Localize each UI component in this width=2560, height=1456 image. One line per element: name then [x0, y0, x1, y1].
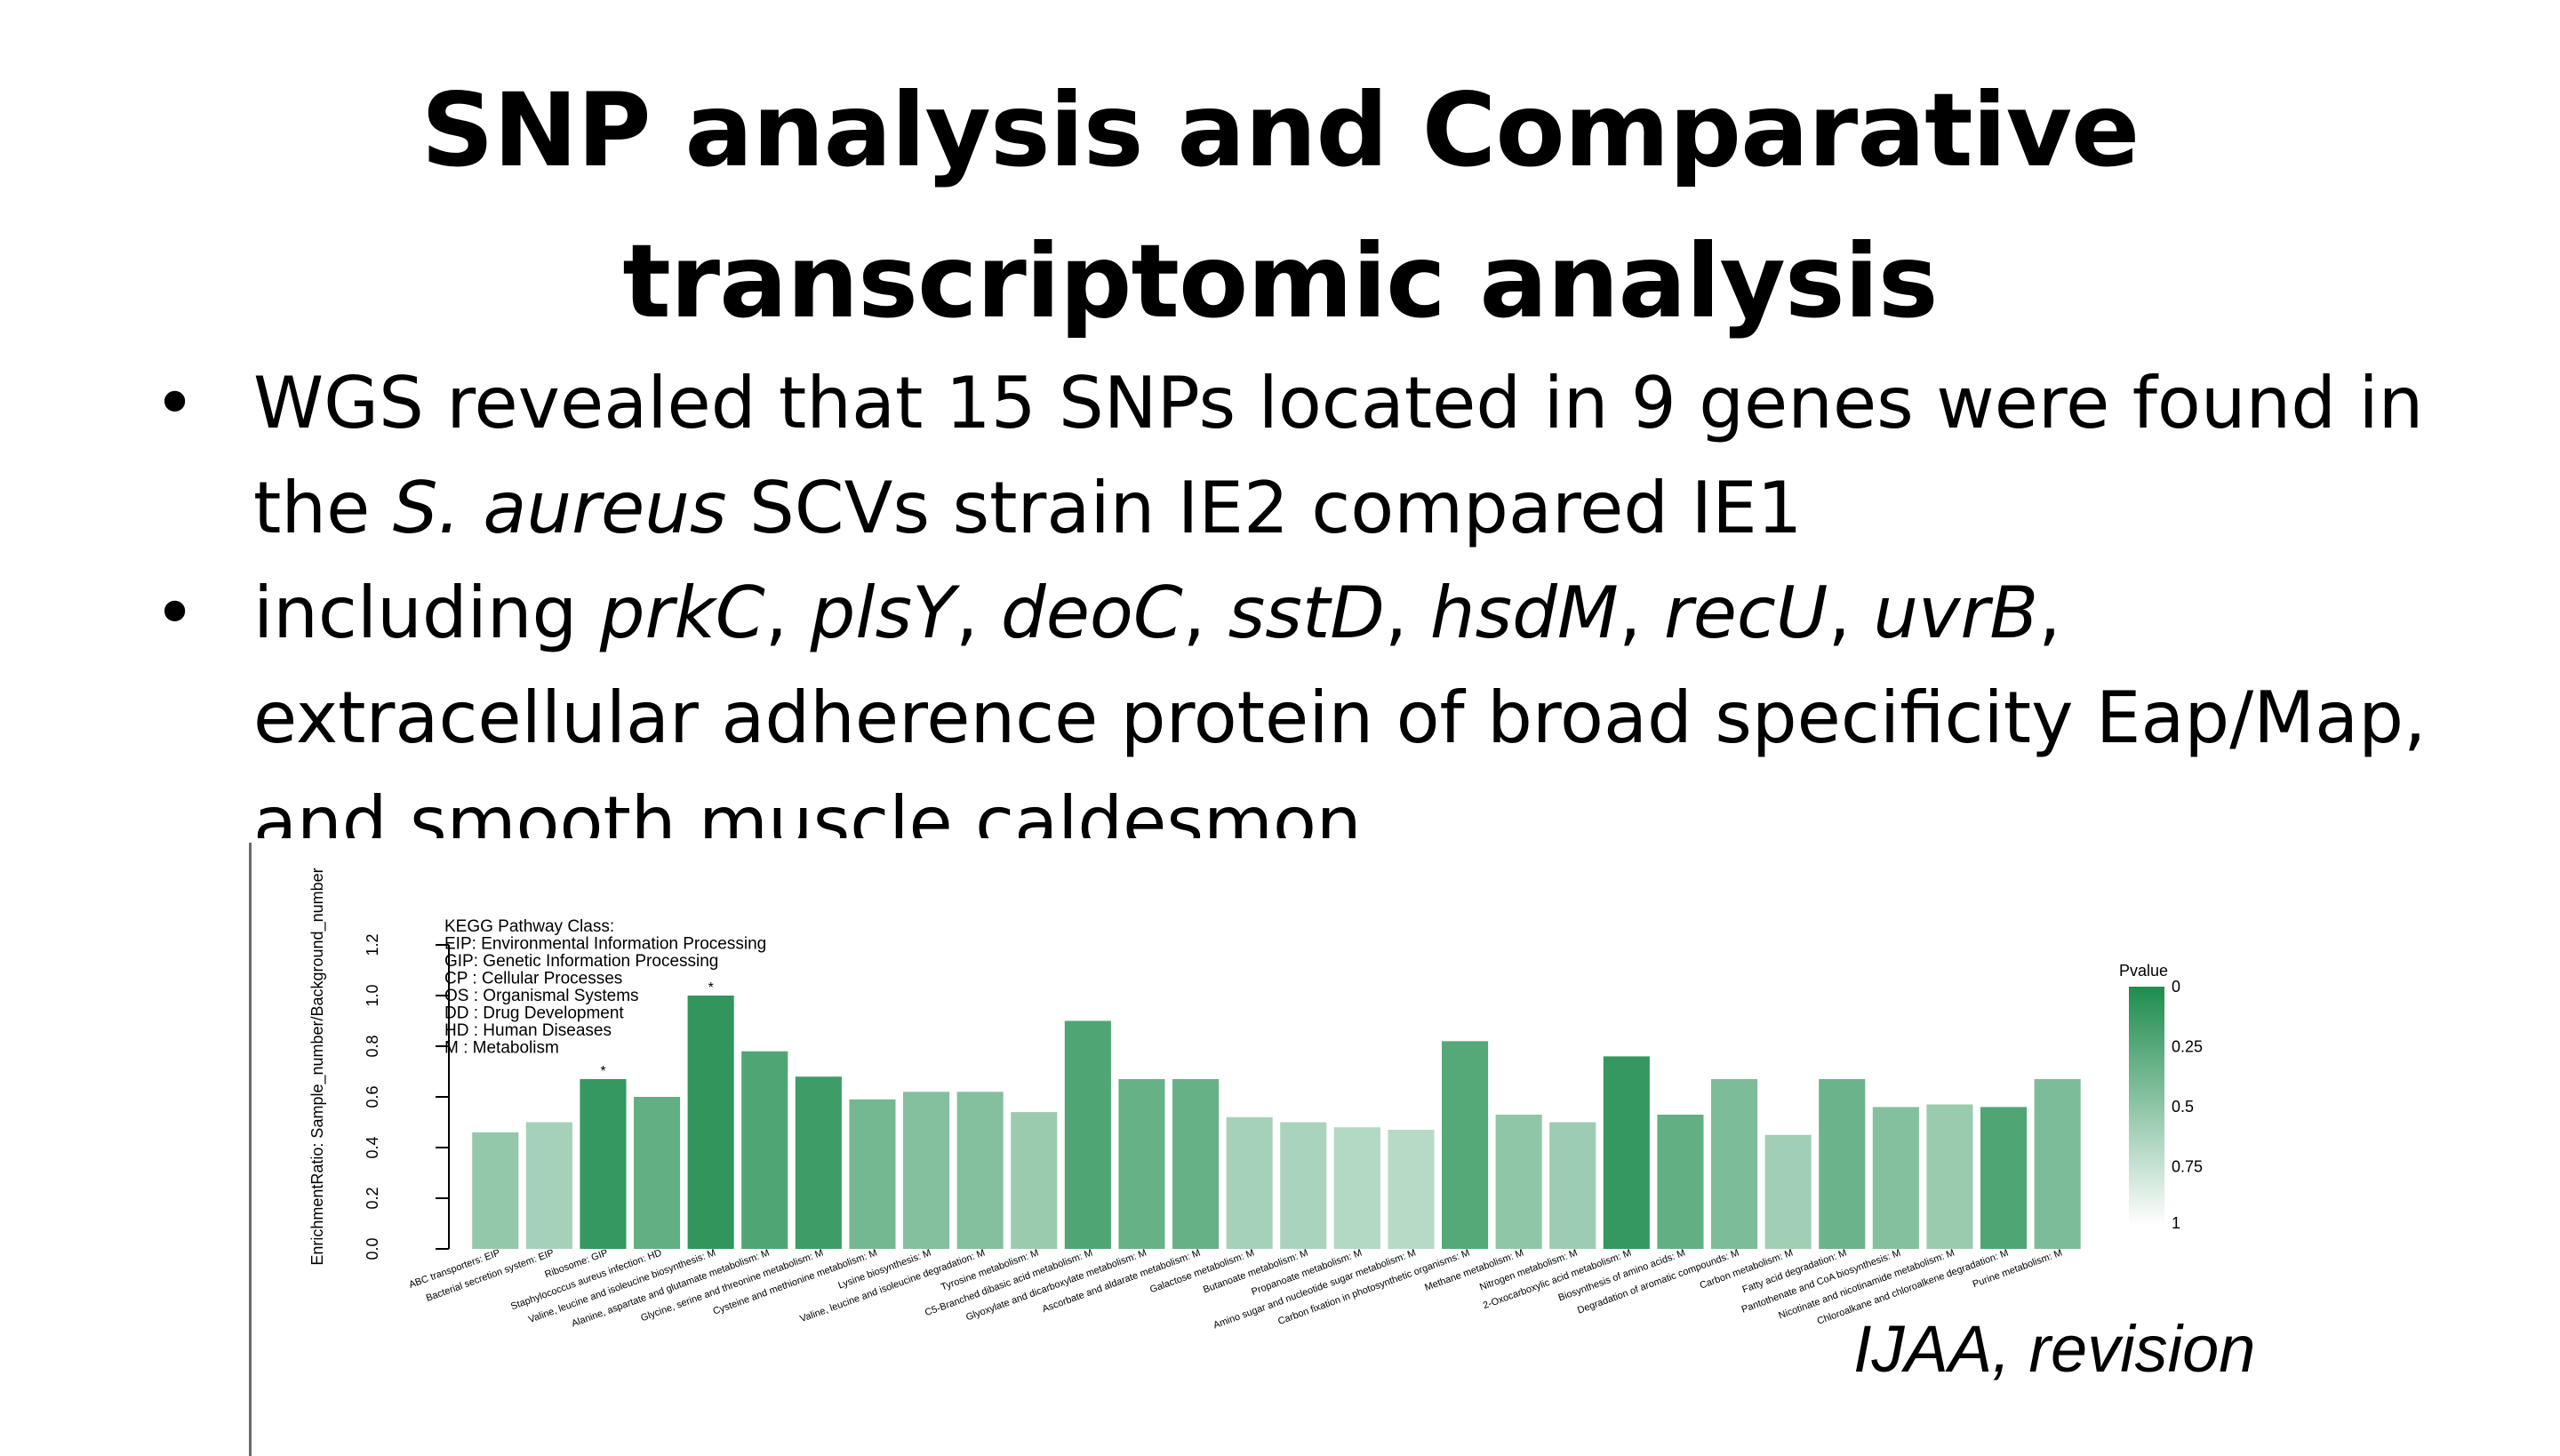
legend-line: KEGG Pathway Class:: [444, 917, 614, 936]
bar: [1711, 1079, 1758, 1249]
legend-line: GIP: Genetic Information Processing: [444, 952, 718, 971]
y-axis-title: EnrichmentRatio: Sample_number/Backgroun…: [308, 868, 327, 1265]
colorbar-label: 0.75: [2172, 1158, 2203, 1176]
figure-left-border: [249, 843, 252, 1456]
bar: [1872, 1107, 1919, 1249]
bar: [1657, 1115, 1704, 1249]
bullet-1-line-2-post: SCVs strain IE2 compared IE1: [726, 467, 1803, 549]
y-tick-label: 0.0: [364, 1237, 381, 1260]
legend-line: CP : Cellular Processes: [444, 970, 622, 988]
bar: [1064, 1020, 1111, 1249]
gene-name: plsY: [810, 572, 956, 654]
significance-marker: *: [600, 1064, 605, 1079]
legend-line: DD : Drug Development: [444, 1004, 624, 1023]
bar: [1495, 1115, 1542, 1249]
y-tick-label: 0.8: [364, 1035, 381, 1057]
bullet-list: • WGS revealed that 15 SNPs located in 9…: [147, 351, 2458, 838]
bullet-2-line-1: including prkC, plsY, deoC, sstD, hsdM, …: [253, 561, 2458, 666]
colorbar-label: 0.25: [2172, 1038, 2203, 1056]
bullet-marker: •: [154, 572, 196, 654]
bar: [580, 1079, 627, 1249]
bullet-1-line-2-pre: the: [253, 467, 393, 549]
bar: [903, 1092, 950, 1249]
gene-name: prkC: [599, 572, 765, 654]
bar: [687, 996, 734, 1249]
gene-separator: ,: [956, 572, 1001, 654]
bullet-2-line-2: extracellular adherence protein of broad…: [253, 676, 2427, 759]
gene-name: hsdM: [1429, 572, 1619, 654]
pathway-class-legend: KEGG Pathway Class:EIP: Environmental In…: [444, 917, 766, 1058]
legend-line: M : Metabolism: [444, 1039, 559, 1058]
bar: [2034, 1079, 2081, 1249]
gene-separator: ,: [1384, 572, 1430, 654]
bar: [956, 1092, 1004, 1249]
legend-line: HD : Human Diseases: [444, 1021, 612, 1040]
colorbar-label: 0.5: [2172, 1098, 2194, 1116]
gene-separator: ,: [1828, 572, 1874, 654]
bar: [1764, 1134, 1812, 1250]
bar: [1333, 1127, 1380, 1249]
gene-name: sstD: [1228, 572, 1385, 654]
y-tick-label: 0.2: [364, 1187, 381, 1209]
gene-name: deoC: [1000, 572, 1183, 654]
gene-name: uvrB: [1873, 572, 2039, 654]
gene-name: recU: [1663, 572, 1828, 654]
bar: [1603, 1056, 1650, 1249]
bullet-2-line-3: and smooth muscle caldesmon: [253, 781, 1362, 838]
title-line-2: transcriptomic analysis: [622, 222, 1938, 340]
legend-line: EIP: Environmental Information Processin…: [444, 935, 766, 954]
species-name: S. aureus: [392, 467, 727, 549]
bar: [1926, 1104, 1973, 1249]
gene-separator: ,: [1618, 572, 1664, 654]
bar: [795, 1076, 842, 1249]
colorbar-label: 1: [2172, 1214, 2180, 1232]
bar: [1280, 1122, 1327, 1249]
colorbar-gradient: [2129, 987, 2164, 1227]
bullet-item-genes: • including prkC, plsY, deoC, sstD, hsdM…: [147, 561, 2458, 838]
bullet-item-wgs: • WGS revealed that 15 SNPs located in 9…: [147, 351, 2458, 561]
gene-separator: ,: [1182, 572, 1228, 654]
bar: [1442, 1041, 1489, 1249]
bar: [1011, 1112, 1058, 1249]
bullet-2-line-1-pre: including: [253, 572, 600, 654]
significance-marker: *: [708, 980, 714, 996]
bar: [525, 1122, 572, 1249]
bullet-marker: •: [154, 362, 196, 444]
bar: [849, 1099, 896, 1249]
y-tick-label: 1.0: [364, 984, 381, 1006]
colorbar-title: Pvalue: [2119, 962, 2168, 980]
gene-separator: ,: [764, 572, 811, 654]
y-tick-label: 1.2: [364, 933, 381, 956]
bar-series: [472, 996, 2081, 1250]
y-axis: 0.0 0.2 0.4 0.6 0.8 1.0 1.2 EnrichmentRatio: Sa…: [308, 868, 450, 1266]
bar: [1549, 1122, 1596, 1249]
title-line-1: SNP analysis and Comparative: [420, 71, 2140, 189]
y-tick-label: 0.4: [364, 1136, 381, 1158]
y-tick-label: 0.6: [364, 1085, 381, 1108]
bar: [1172, 1079, 1220, 1249]
citation: IJAA, revision: [1853, 1312, 2256, 1386]
bar: [634, 1097, 681, 1249]
x-tick-label: Purine metabolism: M: [1972, 1248, 2064, 1291]
slide-title: SNP analysis and Comparative transcripto…: [0, 55, 2560, 357]
x-tick-label: Methane metabolism: M: [1423, 1248, 1524, 1293]
bar: [1388, 1130, 1435, 1249]
bullet-1-line-2: the S. aureus SCVs strain IE2 compared I…: [253, 456, 2458, 561]
bar: [472, 1132, 519, 1249]
bar: [1819, 1079, 1866, 1249]
bar: [1118, 1079, 1165, 1249]
bar: [1226, 1116, 1273, 1249]
significance-markers: **: [600, 980, 713, 1079]
bar: [1980, 1107, 2028, 1249]
bullet-1-line-1: WGS revealed that 15 SNPs located in 9 g…: [253, 362, 2424, 444]
gene-separator: ,: [2038, 572, 2061, 654]
colorbar-label: 0: [2172, 978, 2180, 996]
legend-line: OS : Organismal Systems: [444, 987, 639, 1005]
bar: [741, 1051, 788, 1249]
